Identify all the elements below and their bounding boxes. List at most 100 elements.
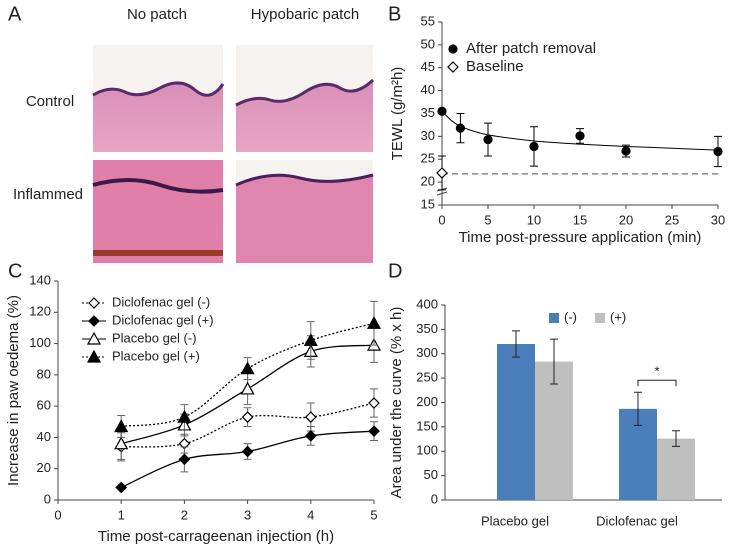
point bbox=[114, 419, 129, 433]
point bbox=[178, 453, 191, 466]
y-tick-label: 45 bbox=[421, 59, 435, 74]
legend-label: Diclofenac gel (-) bbox=[112, 294, 210, 309]
row-label: Inflammed bbox=[13, 186, 83, 203]
point bbox=[240, 381, 255, 395]
y-tick-label: 200 bbox=[416, 394, 438, 409]
x-tick-label: 1 bbox=[118, 507, 125, 522]
bar bbox=[497, 344, 535, 500]
significance-bracket bbox=[637, 379, 677, 387]
error-bar bbox=[672, 430, 680, 447]
y-tick-label: 40 bbox=[37, 429, 51, 444]
legend-label: Diclofenac gel (+) bbox=[112, 312, 214, 327]
x-tick-label: Diclofenac gel bbox=[596, 513, 678, 528]
point bbox=[621, 146, 631, 156]
legend-swatch bbox=[549, 313, 559, 323]
point bbox=[455, 123, 465, 133]
tissue bbox=[236, 175, 373, 263]
y-tick-label: 55 bbox=[421, 13, 435, 28]
y-tick-label: 120 bbox=[29, 304, 51, 319]
x-tick-label: 2 bbox=[181, 507, 188, 522]
point bbox=[436, 167, 448, 179]
legend-marker bbox=[88, 315, 100, 327]
x-axis-label: Time post-carrageenan injection (h) bbox=[98, 528, 334, 545]
point bbox=[713, 146, 723, 157]
epidermis bbox=[235, 78, 375, 107]
point bbox=[114, 436, 129, 450]
point bbox=[115, 481, 128, 494]
y-tick-label: 150 bbox=[416, 418, 438, 433]
legend-label: Baseline bbox=[466, 58, 524, 75]
x-tick-label: 30 bbox=[711, 212, 725, 227]
y-tick-label: 80 bbox=[37, 366, 51, 381]
annotation: * bbox=[654, 364, 659, 379]
point bbox=[368, 425, 380, 438]
row-label: Control bbox=[26, 93, 74, 110]
y-tick-label: 50 bbox=[421, 36, 435, 51]
panel-letter: B bbox=[388, 3, 401, 25]
legend-marker bbox=[86, 331, 102, 345]
x-tick-label: 25 bbox=[665, 212, 679, 227]
point bbox=[241, 445, 254, 458]
point bbox=[303, 333, 318, 347]
legend-marker bbox=[86, 349, 102, 363]
x-axis-label: Time post-pressure application (min) bbox=[459, 229, 702, 246]
legend-label: Placebo gel (+) bbox=[112, 348, 200, 363]
y-axis-label: Increase in paw oedema (%) bbox=[5, 295, 22, 486]
point bbox=[437, 106, 447, 116]
panel-letter: D bbox=[388, 260, 402, 282]
y-tick-label: 60 bbox=[37, 398, 51, 413]
x-tick-label: 5 bbox=[484, 212, 491, 227]
point bbox=[177, 409, 192, 423]
y-tick-label: 15 bbox=[421, 196, 435, 211]
y-tick-label: 50 bbox=[424, 467, 438, 482]
y-tick-label: 35 bbox=[421, 105, 435, 120]
trend-line bbox=[441, 110, 719, 151]
y-tick-label: 400 bbox=[416, 296, 438, 311]
tissue bbox=[93, 250, 223, 256]
legend-swatch bbox=[595, 313, 605, 323]
panel-letter: C bbox=[8, 260, 22, 282]
legend-label: After patch removal bbox=[466, 40, 596, 57]
epidermis bbox=[235, 173, 374, 187]
y-tick-label: 0 bbox=[44, 491, 51, 506]
error-bar bbox=[634, 391, 642, 426]
point bbox=[575, 131, 585, 141]
point bbox=[368, 397, 380, 409]
x-tick-label: 20 bbox=[619, 212, 633, 227]
x-tick-label: 5 bbox=[370, 507, 377, 522]
tissue bbox=[236, 80, 373, 152]
point bbox=[304, 411, 317, 423]
epidermis bbox=[92, 178, 224, 194]
point bbox=[483, 134, 493, 145]
y-tick-label: 300 bbox=[416, 345, 438, 360]
legend-label: (-) bbox=[564, 309, 577, 324]
point bbox=[304, 430, 317, 442]
point bbox=[240, 361, 255, 375]
y-tick-label: 350 bbox=[416, 321, 438, 336]
y-tick-label: 0 bbox=[431, 491, 438, 506]
image bbox=[93, 160, 223, 263]
x-tick-label: Placebo gel bbox=[481, 513, 549, 528]
x-tick-label: 4 bbox=[307, 507, 314, 522]
legend-marker bbox=[88, 297, 100, 309]
point bbox=[366, 315, 382, 329]
x-tick-label: 0 bbox=[54, 507, 61, 522]
y-tick-label: 140 bbox=[29, 272, 51, 287]
legend-marker bbox=[448, 44, 458, 54]
tissue bbox=[93, 82, 223, 152]
epidermis bbox=[92, 81, 225, 97]
y-axis-label: TEWL (g/m²h) bbox=[389, 67, 406, 161]
legend-label: Placebo gel (-) bbox=[112, 330, 197, 345]
column-label: Hypobaric patch bbox=[251, 6, 359, 23]
y-axis-label: Area under the curve (% x h) bbox=[388, 307, 405, 499]
column-label: No patch bbox=[127, 6, 187, 23]
histology-images bbox=[92, 45, 375, 263]
y-tick-label: 100 bbox=[416, 443, 438, 458]
panel-letter: A bbox=[8, 3, 22, 25]
bar bbox=[657, 438, 695, 500]
legend-marker bbox=[447, 61, 459, 73]
x-tick-label: 0 bbox=[438, 212, 445, 227]
x-tick-label: 10 bbox=[527, 212, 541, 227]
error-bar bbox=[550, 338, 558, 385]
